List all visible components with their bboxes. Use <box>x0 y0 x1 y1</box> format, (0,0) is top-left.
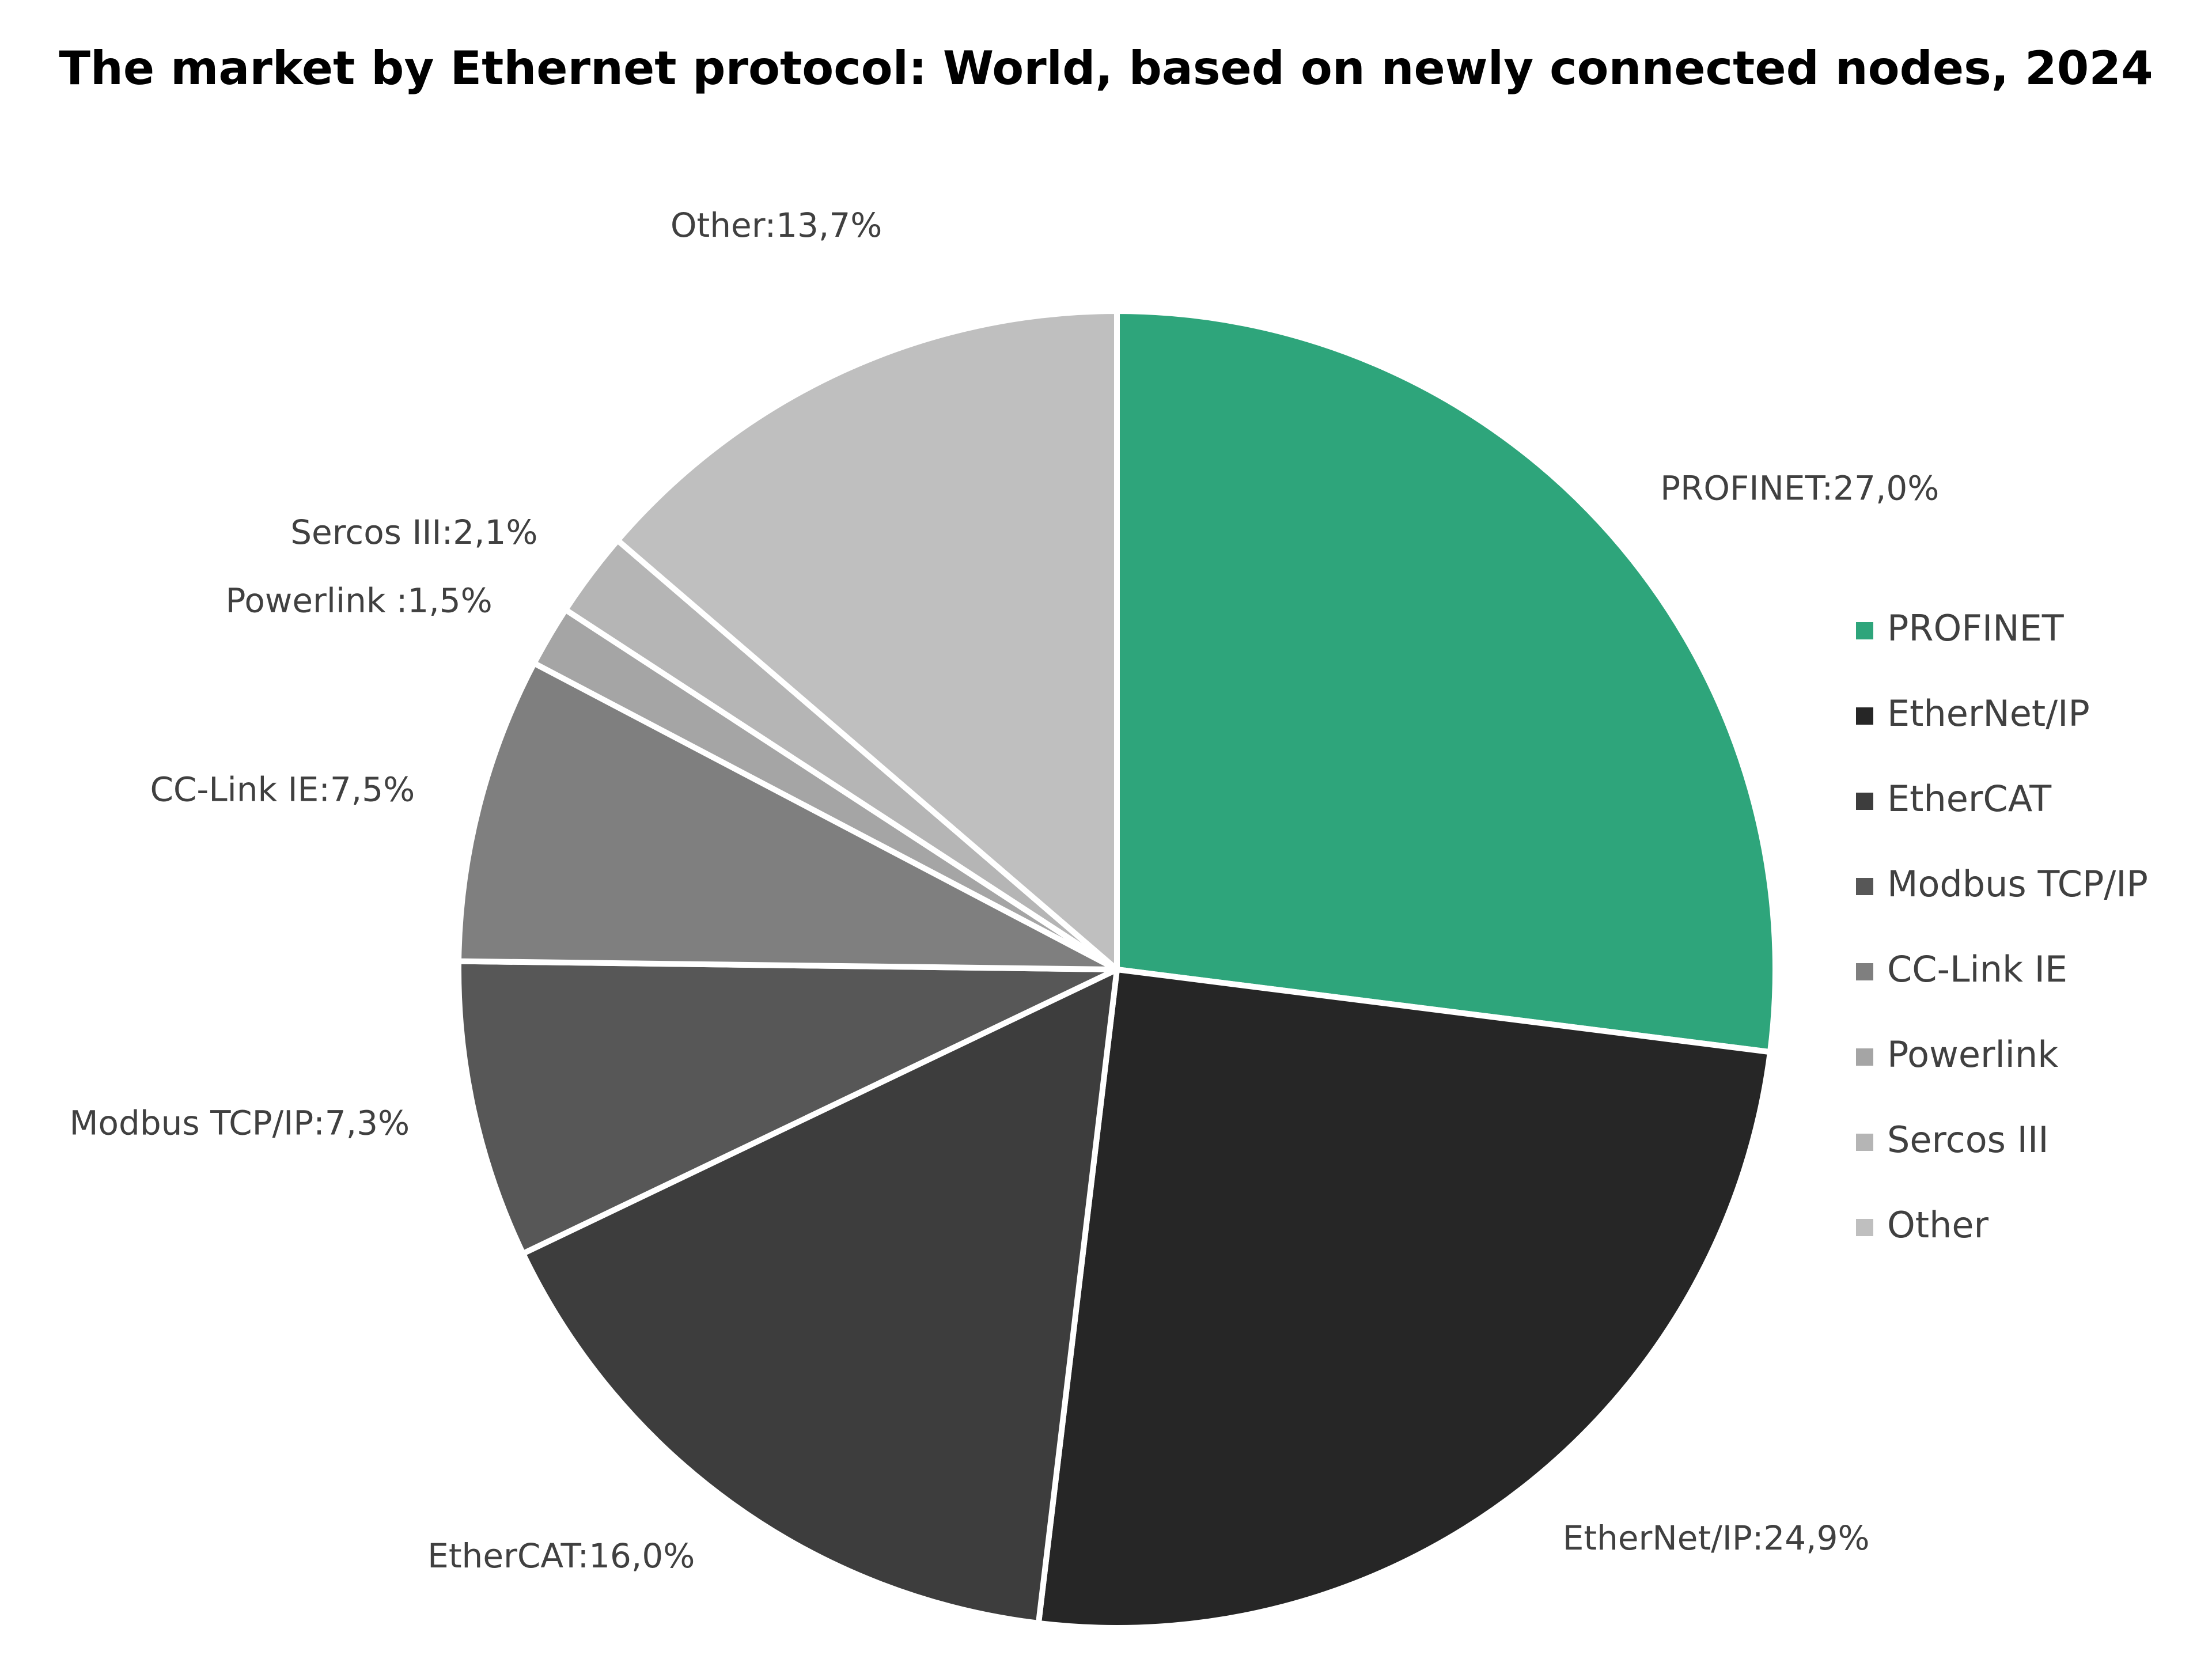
legend-swatch <box>1856 963 1873 980</box>
legend-label: PROFINET <box>1887 607 2065 649</box>
legend-swatch <box>1856 1048 1873 1066</box>
data-label: Other:13,7% <box>671 206 882 245</box>
pie-slice <box>456 660 1120 972</box>
pie-slice <box>1035 967 1773 1631</box>
data-label: EtherCAT:16,0% <box>427 1536 695 1575</box>
legend-label: Sercos III <box>1887 1119 2049 1161</box>
data-label: CC-Link IE:7,5% <box>150 770 415 809</box>
legend-label: Other <box>1887 1204 1989 1246</box>
pie-slice <box>456 958 1120 1257</box>
legend-swatch <box>1856 622 1873 639</box>
data-label: Powerlink :1,5% <box>226 581 493 620</box>
legend-swatch <box>1856 707 1873 725</box>
pie-slice <box>520 967 1120 1626</box>
legend-label: CC-Link IE <box>1887 948 2067 990</box>
data-label: Sercos III:2,1% <box>290 513 537 552</box>
pie-slice <box>615 308 1120 972</box>
chart-title: The market by Ethernet protocol: World, … <box>59 41 2153 95</box>
legend-swatch <box>1856 1219 1873 1236</box>
legend-swatch <box>1856 793 1873 810</box>
legend-label: Modbus TCP/IP <box>1887 863 2148 905</box>
legend-label: EtherCAT <box>1887 778 2052 820</box>
data-label: PROFINET:27,0% <box>1660 469 1939 508</box>
legend-swatch <box>1856 1134 1873 1151</box>
pie-slice <box>1114 308 1778 1055</box>
legend-label: EtherNet/IP <box>1887 692 2090 734</box>
data-label: Modbus TCP/IP:7,3% <box>70 1104 410 1143</box>
legend-swatch <box>1856 878 1873 895</box>
data-label: EtherNet/IP:24,9% <box>1563 1518 1870 1558</box>
legend-label: Powerlink <box>1887 1033 2058 1075</box>
